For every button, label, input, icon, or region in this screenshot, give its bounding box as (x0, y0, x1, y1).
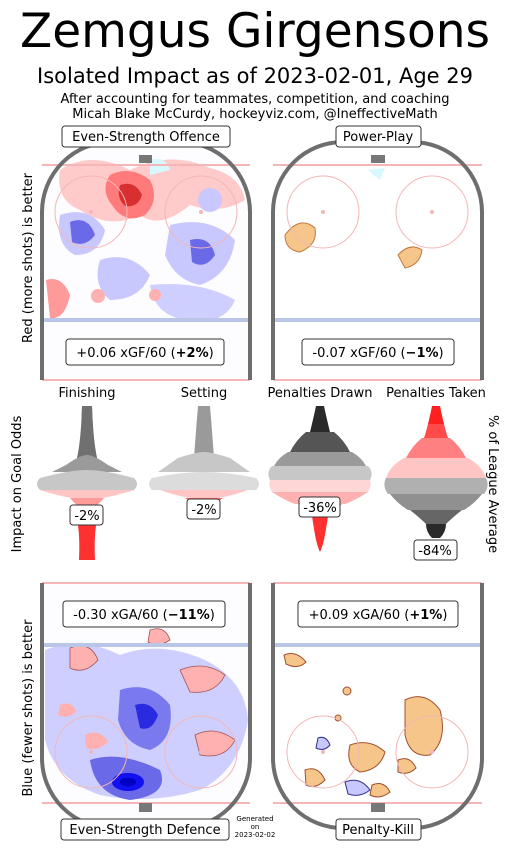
generated-line-3: 2023-02-02 (234, 831, 276, 839)
ev-defence-stat: -0.30 xGA/60 (−11%) (73, 608, 215, 623)
penalties-taken-value-box (413, 539, 458, 561)
ev-offence-heatmap (46, 158, 245, 321)
violin-title-penalties-drawn: Penalties Drawn (268, 386, 373, 401)
adjustment-note: After accounting for teammates, competit… (60, 92, 450, 107)
violin-title-setting: Setting (181, 386, 228, 401)
subtitle: Isolated Impact as of 2023-02-01, Age 29 (37, 64, 473, 88)
ev-defence-label-box (60, 818, 230, 841)
power-play-label: Power-Play (343, 130, 414, 145)
penalties-drawn-value-box (298, 496, 341, 518)
violin-title-finishing: Finishing (58, 386, 115, 401)
ev-offence-label-box (61, 125, 231, 148)
power-play-stat-box (301, 338, 455, 366)
violin-setting (149, 406, 259, 508)
finishing-value: -2% (74, 509, 99, 524)
power-play-stat: -0.07 xGF/60 (−1%) (312, 346, 443, 361)
penalties-taken-value: -84% (418, 544, 452, 559)
defence-axis-label: Blue (fewer shots) is better (21, 619, 36, 797)
penalty-kill-label-box (335, 818, 422, 841)
impact-axis-label: Impact on Goal Odds (10, 415, 25, 552)
offence-axis-label: Red (more shots) is better (21, 172, 36, 343)
penalty-kill-stat-box (297, 600, 459, 628)
ev-offence-stat: +0.06 xGF/60 (+2%) (76, 346, 213, 361)
league-axis-label: % of League Average (485, 415, 500, 553)
violin-title-penalties-taken: Penalties Taken (386, 386, 486, 401)
generated-line-1: Generated (236, 815, 274, 823)
player-name: Zemgus Girgensons (20, 4, 490, 59)
setting-value-box (186, 498, 221, 520)
ev-offence-stat-box (65, 338, 225, 366)
ev-defence-label: Even-Strength Defence (69, 823, 220, 838)
power-play-label-box (335, 125, 422, 148)
generated-note: Generated on 2023-02-02 (229, 815, 281, 839)
violin-finishing (37, 406, 137, 560)
penalty-kill-stat: +0.09 xGA/60 (+1%) (309, 608, 448, 623)
credit-line: Micah Blake McCurdy, hockeyviz.com, @Ine… (72, 107, 438, 122)
penalty-kill-label: Penalty-Kill (342, 823, 414, 838)
ev-defence-stat-box (62, 600, 226, 628)
ev-offence-label: Even-Strength Offence (72, 130, 220, 145)
violin-penalties-drawn (268, 406, 372, 552)
penalty-kill-heatmap (283, 653, 443, 798)
penalties-drawn-value: -36% (303, 501, 337, 516)
finishing-value-box (69, 504, 104, 526)
generated-line-2: on (250, 823, 260, 831)
violin-penalties-taken (384, 406, 488, 538)
ev-defence-heatmap (45, 628, 248, 800)
setting-value: -2% (191, 503, 216, 518)
